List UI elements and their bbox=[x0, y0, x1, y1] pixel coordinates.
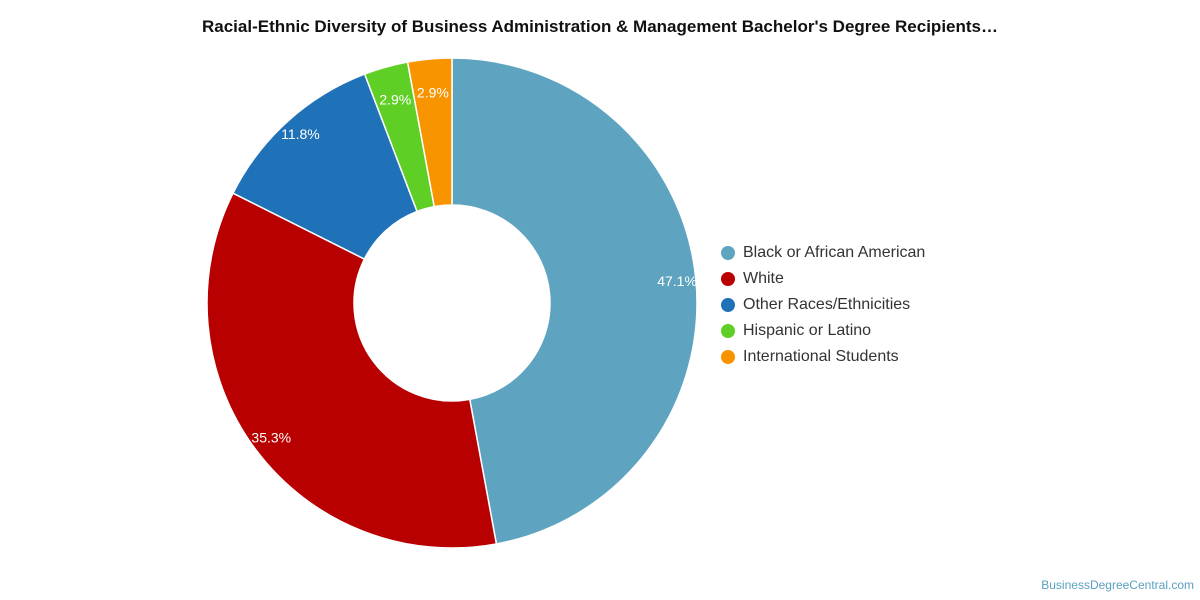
chart-legend: Black or African American White Other Race… bbox=[721, 240, 925, 370]
legend-item[interactable]: Black or African American bbox=[721, 240, 925, 266]
legend-swatch bbox=[721, 298, 735, 312]
legend-label: Hispanic or Latino bbox=[743, 322, 872, 339]
legend-swatch bbox=[721, 350, 735, 364]
donut-slice-3 bbox=[232, 73, 419, 261]
legend-item[interactable]: International Students bbox=[721, 344, 925, 370]
chart-title: Racial-Ethnic Diversity of Business Admi… bbox=[201, 17, 998, 36]
slice-data-label: 2.9% bbox=[379, 91, 411, 107]
legend-item[interactable]: Other Races/Ethnicities bbox=[721, 292, 925, 318]
legend-label: International Students bbox=[743, 348, 899, 365]
legend-swatch bbox=[721, 272, 735, 286]
source-credit: BusinessDegreeCentral.com bbox=[1041, 578, 1194, 592]
slice-data-label: 35.3% bbox=[251, 429, 291, 445]
legend-swatch bbox=[721, 246, 735, 260]
legend-swatch bbox=[721, 324, 735, 338]
donut-slice-1 bbox=[451, 57, 698, 545]
slice-data-label: 11.8% bbox=[281, 126, 320, 142]
legend-label: Black or African American bbox=[743, 244, 926, 261]
donut-slice-2 bbox=[206, 192, 498, 549]
legend-label: Other Races/Ethnicities bbox=[743, 296, 911, 313]
slice-data-label: 47.1% bbox=[657, 273, 697, 289]
slice-data-label: 2.9% bbox=[417, 85, 449, 101]
donut-slice-5 bbox=[406, 57, 453, 208]
legend-item[interactable]: White bbox=[721, 266, 925, 292]
legend-label: White bbox=[743, 270, 784, 287]
legend-item[interactable]: Hispanic or Latino bbox=[721, 318, 925, 344]
